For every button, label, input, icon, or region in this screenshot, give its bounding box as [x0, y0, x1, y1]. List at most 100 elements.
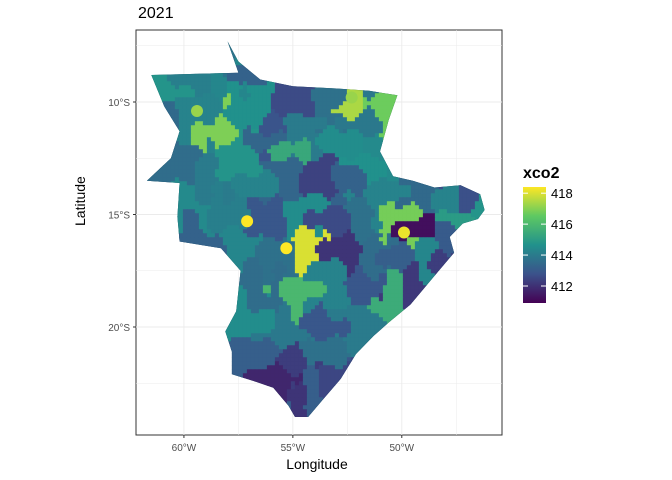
region-cell [358, 261, 364, 266]
region-cell [234, 213, 240, 218]
region-cell [318, 217, 324, 222]
region-cell [162, 101, 168, 106]
region-cell [230, 205, 236, 210]
region-cell [274, 85, 280, 90]
region-cell [298, 193, 304, 198]
region-cell [398, 261, 404, 266]
region-cell [246, 205, 252, 210]
region-cell [290, 269, 296, 274]
region-cell [398, 189, 404, 194]
region-cell [286, 169, 292, 174]
region-cell [238, 85, 244, 90]
region-cell [286, 217, 292, 222]
region-cell [362, 249, 368, 254]
region-cell [306, 177, 312, 182]
region-cell [326, 245, 332, 250]
region-cell [378, 169, 384, 174]
region-cell [218, 193, 224, 198]
region-cell [418, 257, 424, 262]
region-cell [362, 109, 368, 114]
region-cell [314, 105, 320, 110]
region-cell [198, 89, 204, 94]
region-cell [250, 261, 256, 266]
region-cell [326, 173, 332, 178]
region-cell [250, 81, 256, 86]
region-cell [262, 105, 268, 110]
region-cell [258, 149, 264, 154]
region-cell [430, 269, 436, 274]
region-cell [186, 169, 192, 174]
region-cell [434, 249, 440, 254]
region-cell [250, 157, 256, 162]
region-cell [394, 189, 400, 194]
region-cell [330, 145, 336, 150]
region-cell [266, 93, 272, 98]
region-cell [186, 129, 192, 134]
region-cell [230, 241, 236, 246]
region-cell [266, 253, 272, 258]
region-cell [210, 165, 216, 170]
region-cell [278, 121, 284, 126]
region-cell [294, 257, 300, 262]
region-cell [210, 105, 216, 110]
region-cell [266, 181, 272, 186]
region-cell [166, 177, 172, 182]
region-cell [418, 253, 424, 258]
region-cell [430, 233, 436, 238]
region-cell [422, 201, 428, 206]
region-cell [242, 121, 248, 126]
region-cell [178, 185, 184, 190]
region-cell [234, 89, 240, 94]
region-cell [226, 201, 232, 206]
region-cell [334, 101, 340, 106]
region-cell [178, 165, 184, 170]
region-cell [230, 169, 236, 174]
region-cell [290, 177, 296, 182]
region-cell [202, 165, 208, 170]
region-cell [242, 65, 248, 70]
region-cell [226, 145, 232, 150]
region-cell [246, 97, 252, 102]
region-cell [366, 117, 372, 122]
region-cell [254, 197, 260, 202]
region-cell [374, 233, 380, 238]
region-cell [330, 201, 336, 206]
region-cell [318, 113, 324, 118]
region-cell [474, 201, 480, 206]
region-cell [394, 181, 400, 186]
region-cell [406, 221, 412, 226]
region-cell [430, 237, 436, 242]
region-cell [358, 165, 364, 170]
region-cell [294, 241, 300, 246]
region-cell [350, 173, 356, 178]
region-cell [378, 145, 384, 150]
region-cell [298, 229, 304, 234]
region-cell [278, 233, 284, 238]
region-cell [394, 233, 400, 238]
region-cell [286, 189, 292, 194]
region-cell [374, 269, 380, 274]
region-cell [250, 209, 256, 214]
region-cell [274, 177, 280, 182]
region-cell [286, 193, 292, 198]
region-cell [334, 89, 340, 94]
region-cell [410, 233, 416, 238]
region-cell [238, 169, 244, 174]
region-cell [330, 129, 336, 134]
region-cell [382, 229, 388, 234]
region-cell [334, 153, 340, 158]
region-cell [326, 241, 332, 246]
region-cell [242, 181, 248, 186]
region-cell [478, 205, 484, 210]
region-cell [222, 201, 228, 206]
region-cell [426, 193, 432, 198]
region-cell [250, 185, 256, 190]
region-cell [214, 181, 220, 186]
region-cell [246, 149, 252, 154]
region-cell [222, 101, 228, 106]
region-cell [370, 225, 376, 230]
region-cell [366, 109, 372, 114]
region-cell [274, 93, 280, 98]
region-cell [190, 241, 196, 246]
region-cell [310, 229, 316, 234]
